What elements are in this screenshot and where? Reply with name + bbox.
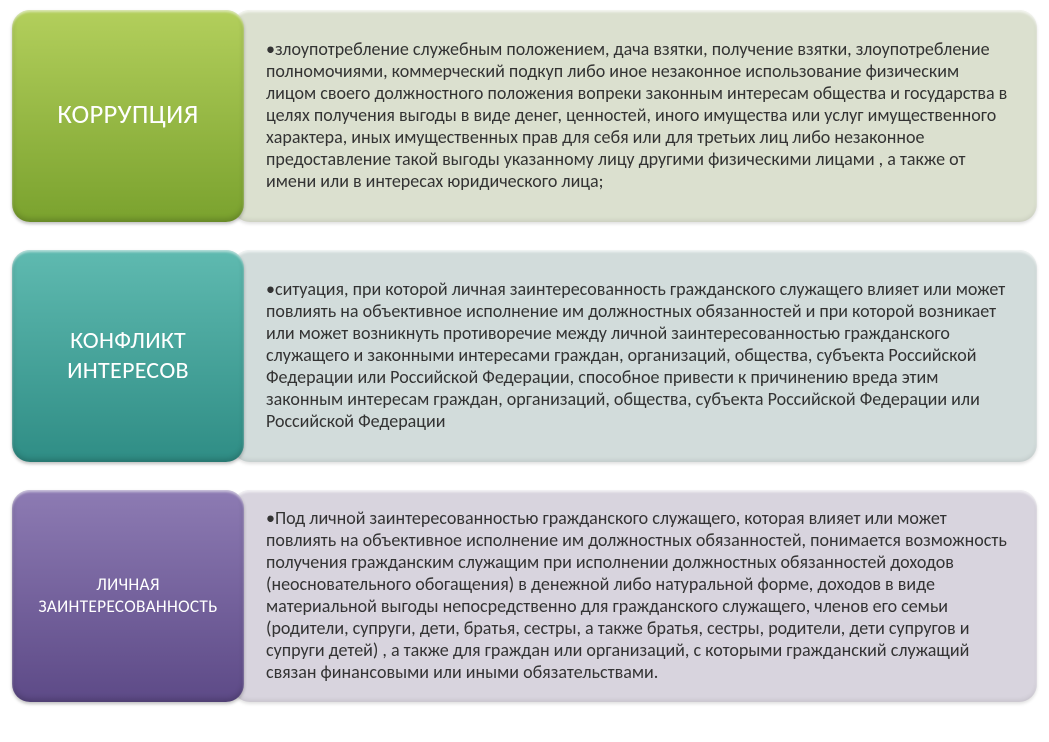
title-text: КОНФЛИКТ ИНТЕРЕСОВ <box>26 326 230 386</box>
body-text: •злоупотребление служебным положением, д… <box>266 39 1011 193</box>
block-conflict: КОНФЛИКТ ИНТЕРЕСОВ •ситуация, при которо… <box>12 250 1037 462</box>
title-text: КОРРУПЦИЯ <box>57 99 198 132</box>
body-text: •ситуация, при которой личная заинтересо… <box>266 279 1011 433</box>
block-personal-interest: ЛИЧНАЯ ЗАИНТЕРЕСОВАННОСТЬ •Под личной за… <box>12 490 1037 702</box>
body-text: •Под личной заинтересованностью гражданс… <box>266 508 1011 684</box>
body-panel-conflict: •ситуация, при которой личная заинтересо… <box>232 250 1037 462</box>
title-tile-conflict: КОНФЛИКТ ИНТЕРЕСОВ <box>12 250 244 462</box>
title-tile-corruption: КОРРУПЦИЯ <box>12 10 244 222</box>
block-corruption: КОРРУПЦИЯ •злоупотребление служебным пол… <box>12 10 1037 222</box>
body-panel-personal-interest: •Под личной заинтересованностью гражданс… <box>232 490 1037 702</box>
body-panel-corruption: •злоупотребление служебным положением, д… <box>232 10 1037 222</box>
title-text: ЛИЧНАЯ ЗАИНТЕРЕСОВАННОСТЬ <box>26 574 230 617</box>
title-tile-personal-interest: ЛИЧНАЯ ЗАИНТЕРЕСОВАННОСТЬ <box>12 490 244 702</box>
